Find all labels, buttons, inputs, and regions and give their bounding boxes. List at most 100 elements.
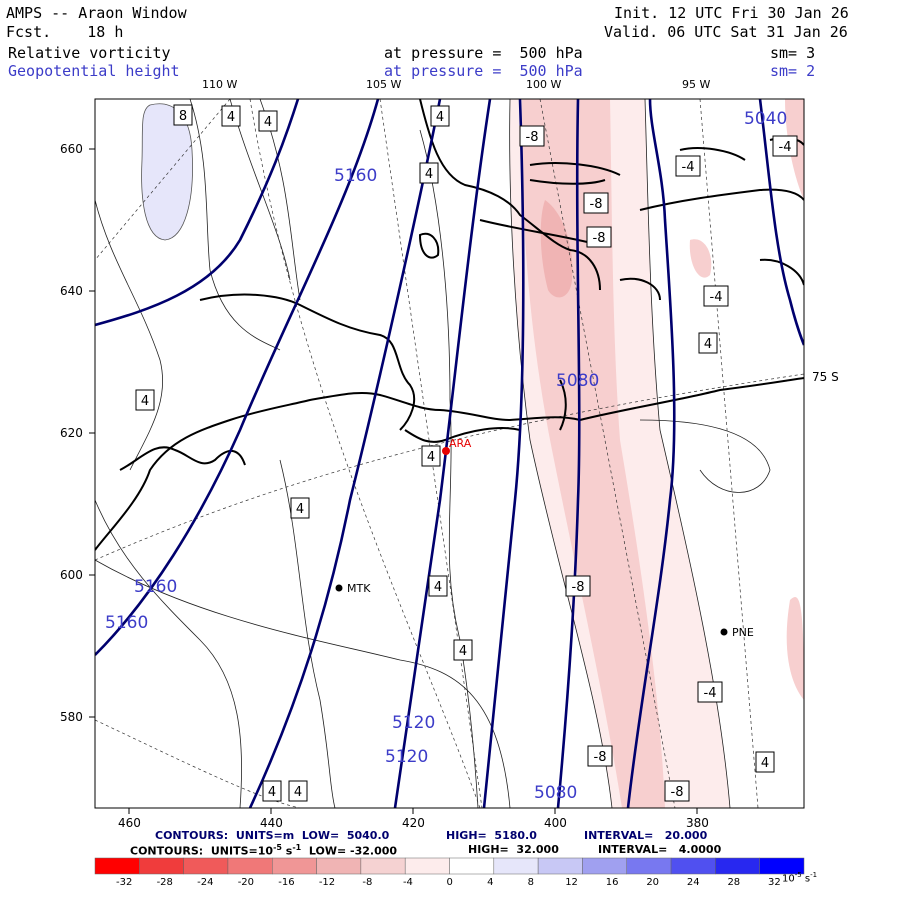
height-label: 5160 [334, 166, 377, 186]
station-ara-label: ARA [449, 437, 472, 450]
vort-label-box: 4 [221, 105, 241, 127]
vort-label-box: 4 [135, 389, 155, 411]
colorbar-swatch [360, 857, 406, 875]
colorbar-swatch [404, 857, 450, 875]
vort-contour-info: CONTOURS: UNITS=10-5 s-1 LOW= -32.000 [130, 843, 397, 858]
lon-label-110w: 110 W [202, 78, 238, 91]
colorbar-tick-label: -28 [156, 877, 173, 888]
lon-label-95w: 95 W [682, 78, 711, 91]
colorbar-swatch [316, 857, 362, 875]
vort-label-box: 4 [258, 110, 278, 132]
colorbar-tick-label: 28 [727, 877, 741, 888]
field1-smoothing: sm= 3 [770, 44, 816, 62]
vort-label: 4 [264, 115, 272, 130]
height-label-group: 5040 5080 5080 5120 5120 5160 5160 5160 [105, 109, 787, 803]
colorbar-tick-label: -24 [197, 877, 214, 888]
vorticity-shading [95, 99, 804, 808]
vort-label-box: 4 [290, 497, 310, 519]
forecast-hour: Fcst. 18 h [6, 23, 124, 41]
vort-label: -4 [704, 686, 717, 701]
colorbar-swatch [272, 857, 317, 875]
vort-label: 4 [227, 110, 235, 125]
colorbar-swatch [139, 857, 184, 875]
vort-contour-exp: -5 [273, 843, 282, 852]
vort-label-box: 8 [173, 104, 193, 126]
height-label: 5160 [134, 577, 177, 597]
vort-label: -8 [526, 130, 539, 145]
vort-label: 4 [294, 785, 302, 800]
colorbar-swatch [449, 857, 495, 875]
product-title: AMPS -- Araon Window [6, 4, 187, 22]
height-label: 5120 [385, 747, 428, 767]
vort-label: -8 [593, 231, 606, 246]
vort-label: -8 [594, 750, 607, 765]
field2-smoothing: sm= 2 [770, 62, 816, 80]
plot-frame [94, 98, 805, 809]
vort-label: -4 [779, 140, 792, 155]
vort-label: -8 [590, 197, 603, 212]
y-tick-600: 600 [60, 568, 83, 582]
y-tick-620: 620 [60, 426, 83, 440]
vort-contour-unit: s [281, 844, 293, 858]
vort-label-box: -4 [772, 135, 798, 157]
vort-label-box: -8 [586, 226, 612, 248]
lat-label-75s: 75 S [812, 370, 839, 384]
vort-label: 4 [425, 167, 433, 182]
colorbar-tick-label: 4 [487, 877, 494, 888]
colorbar-swatch [493, 857, 539, 875]
colorbar-tick-label: -20 [237, 877, 255, 888]
vort-contour-exp2: -1 [292, 843, 302, 852]
vort-edge-e [786, 596, 804, 700]
colorbar-tick-label: -16 [278, 877, 295, 888]
vort-label: 4 [459, 644, 467, 659]
vort-label: 4 [436, 110, 444, 125]
vort-blob-e [689, 239, 712, 278]
valid-time: Valid. 06 UTC Sat 31 Jan 26 [604, 23, 848, 41]
vort-label: 4 [141, 394, 149, 409]
colorbar-swatch [626, 857, 672, 875]
vort-label-box: 4 [428, 575, 448, 597]
colorbar-tick-label: -32 [116, 877, 133, 888]
vort-label-box: -8 [565, 575, 591, 597]
y-tick-580: 580 [60, 710, 83, 724]
colorbar-tick-label: -8 [362, 877, 373, 888]
field2-level: at pressure = 500 hPa [384, 62, 583, 80]
lon-label-100w: 100 W [526, 78, 562, 91]
vort-label: 4 [296, 502, 304, 517]
height-label: 5120 [392, 713, 435, 733]
colorbar-tick-label: 8 [527, 877, 534, 888]
colorbar-unit-exp2: -1 [810, 871, 818, 879]
init-time: Init. 12 UTC Fri 30 Jan 26 [614, 4, 849, 22]
colorbar-tick-label: 0 [446, 877, 453, 888]
vort-label: -8 [572, 580, 585, 595]
colorbar-swatch [759, 857, 805, 875]
colorbar-swatch [183, 857, 229, 875]
colorbar-unit-exp: -5 [794, 871, 802, 879]
vort-label-box: 4 [430, 105, 450, 127]
vort-label-box: 4 [453, 639, 473, 661]
vort-label: -4 [710, 290, 723, 305]
station-mtk-label: MTK [347, 582, 371, 595]
colorbar [94, 857, 805, 875]
station-pne-marker [720, 628, 728, 636]
height-label: 5080 [534, 783, 577, 803]
x-tick-380: 380 [686, 816, 709, 830]
y-tick-marks [89, 148, 95, 718]
vort-label: 4 [704, 337, 712, 352]
vort-label-box: -8 [587, 745, 613, 767]
colorbar-swatch [670, 857, 716, 875]
y-tick-660: 660 [60, 142, 83, 156]
vort-label: -8 [671, 785, 684, 800]
height-contour-interval: INTERVAL= 20.000 [584, 829, 708, 842]
vort-contour-label: CONTOURS: UNITS=10 [130, 844, 274, 858]
colorbar-tick-label: 12 [565, 877, 578, 888]
vort-label-box: 4 [755, 751, 775, 773]
height-contour-high: HIGH= 5180.0 [446, 829, 537, 842]
x-tick-marks [128, 808, 698, 814]
graticule [95, 99, 804, 808]
station-pne-label: PNE [732, 626, 754, 639]
vort-contour-low: LOW= -32.000 [301, 844, 398, 858]
vort-label-box: 4 [262, 780, 282, 802]
vort-label-box: 4 [419, 162, 439, 184]
